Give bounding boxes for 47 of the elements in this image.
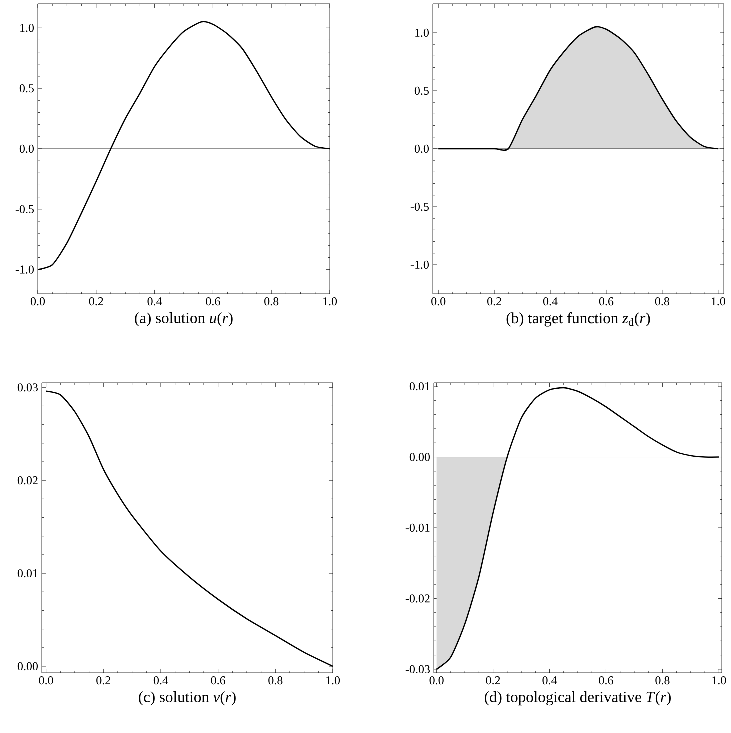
x-tick-label: 0.0 (39, 676, 54, 685)
y-tick-label: -1.0 (16, 266, 34, 274)
x-tick-label: 0.6 (599, 298, 614, 306)
x-tick-label: 1.0 (712, 298, 726, 306)
x-tick-label: 0.2 (486, 676, 500, 685)
x-tick-label: 0.4 (543, 298, 558, 306)
y-tick-label: 0.5 (20, 84, 34, 93)
x-tick-label: 0.8 (264, 298, 279, 306)
y-tick-label: 0.02 (18, 476, 38, 485)
y-tick-label: 1.0 (20, 24, 34, 32)
y-tick-label: -0.01 (406, 524, 430, 532)
y-tick-label: 0.5 (414, 86, 430, 96)
y-tick-label: 0.0 (414, 144, 430, 154)
x-tick-label: 0.2 (96, 676, 110, 685)
text: (b) target function z$_{d}$(r) (506, 312, 650, 327)
text: (d) topological derivative T(r) (485, 692, 671, 706)
x-tick-label: 0.0 (30, 298, 46, 306)
x-tick-label: 0.8 (655, 298, 670, 306)
y-tick-label: -0.03 (406, 665, 430, 674)
x-tick-label: 0.2 (488, 298, 502, 306)
x-tick-label: 1.0 (324, 298, 338, 306)
x-tick-label: 0.0 (432, 298, 446, 306)
y-tick-label: -1.0 (410, 260, 430, 270)
y-tick-label: 0.01 (18, 569, 38, 578)
x-tick-label: 0.4 (148, 298, 162, 306)
y-tick-label: -0.5 (410, 202, 430, 212)
x-tick-label: 0.8 (656, 676, 670, 685)
y-tick-label: 0.03 (18, 384, 38, 392)
x-tick-label: 1.0 (712, 676, 726, 685)
x-tick-label: 0.6 (206, 298, 220, 306)
x-tick-label: 0.0 (430, 676, 444, 685)
y-tick-label: 1.0 (416, 28, 430, 38)
y-tick-label: -0.02 (406, 594, 430, 603)
x-tick-label: 1.0 (326, 676, 340, 685)
x-tick-label: 0.4 (154, 676, 168, 685)
y-tick-label: -0.5 (16, 205, 34, 214)
y-tick-label: 0.0 (20, 144, 34, 154)
text: (a) solution u(r) (135, 312, 233, 327)
x-tick-label: 0.6 (211, 676, 226, 685)
x-tick-label: 0.8 (268, 676, 283, 685)
x-tick-label: 0.6 (599, 676, 614, 685)
y-tick-label: 0.00 (410, 453, 430, 462)
text: (c) solution v(r) (139, 692, 236, 706)
x-tick-label: 0.4 (542, 676, 558, 685)
y-tick-label: 0.00 (18, 662, 38, 671)
x-tick-label: 0.2 (89, 298, 104, 306)
y-tick-label: 0.01 (410, 382, 430, 391)
